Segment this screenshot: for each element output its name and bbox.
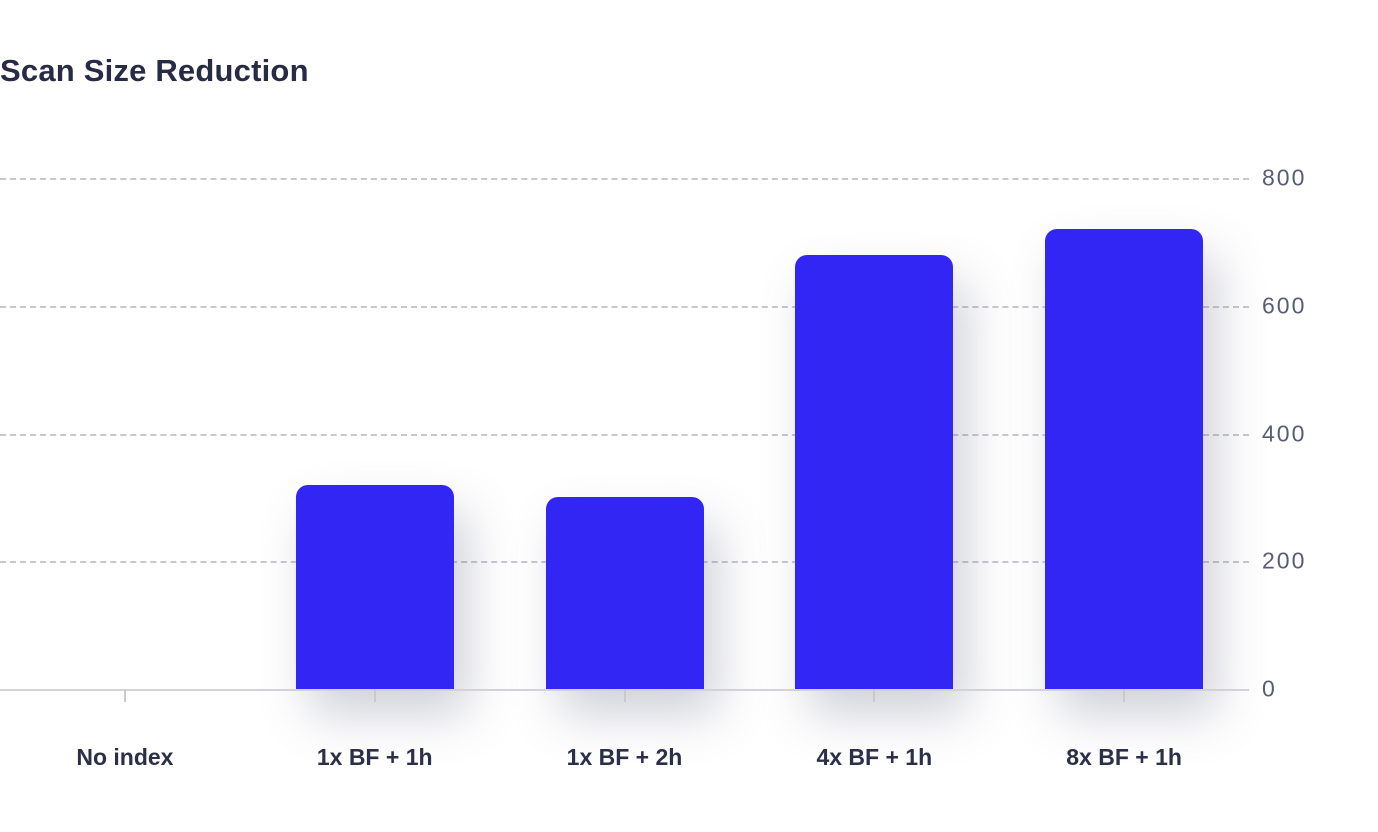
y-axis-label-800: 800 xyxy=(1262,164,1307,191)
x-axis-label-4x-bf-1h: 4x BF + 1h xyxy=(816,744,933,770)
x-axis-label-8x-bf-1h: 8x BF + 1h xyxy=(1066,744,1182,770)
x-axis-tick-4x-bf-1h xyxy=(873,689,876,702)
gridline-400 xyxy=(0,433,1249,436)
x-axis-tick-8x-bf-1h xyxy=(1123,689,1126,702)
bar-4x-bf-1h xyxy=(795,254,954,689)
x-axis-label-1x-bf-1h: 1x BF + 1h xyxy=(316,744,433,770)
y-axis-label-600: 600 xyxy=(1262,292,1307,319)
bar-1x-bf-1h xyxy=(295,484,454,689)
x-axis-tick-1x-bf-1h xyxy=(373,689,376,702)
bar-8x-bf-1h xyxy=(1045,229,1204,689)
chart-title: Scan Size Reduction xyxy=(0,53,309,88)
x-axis-label-1x-bf-2h: 1x BF + 2h xyxy=(566,744,683,770)
x-axis-tick-no-index xyxy=(123,689,126,702)
x-axis-label-no-index: No index xyxy=(76,744,174,770)
bar-1x-bf-2h xyxy=(545,497,704,689)
x-axis-tick-1x-bf-2h xyxy=(623,689,626,702)
gridline-800 xyxy=(0,178,1249,180)
plot-area xyxy=(0,178,1249,691)
y-axis-label-0: 0 xyxy=(1262,675,1277,702)
y-axis-label-200: 200 xyxy=(1262,547,1307,574)
gridline-600 xyxy=(0,305,1249,308)
y-axis-label-400: 400 xyxy=(1262,420,1307,446)
